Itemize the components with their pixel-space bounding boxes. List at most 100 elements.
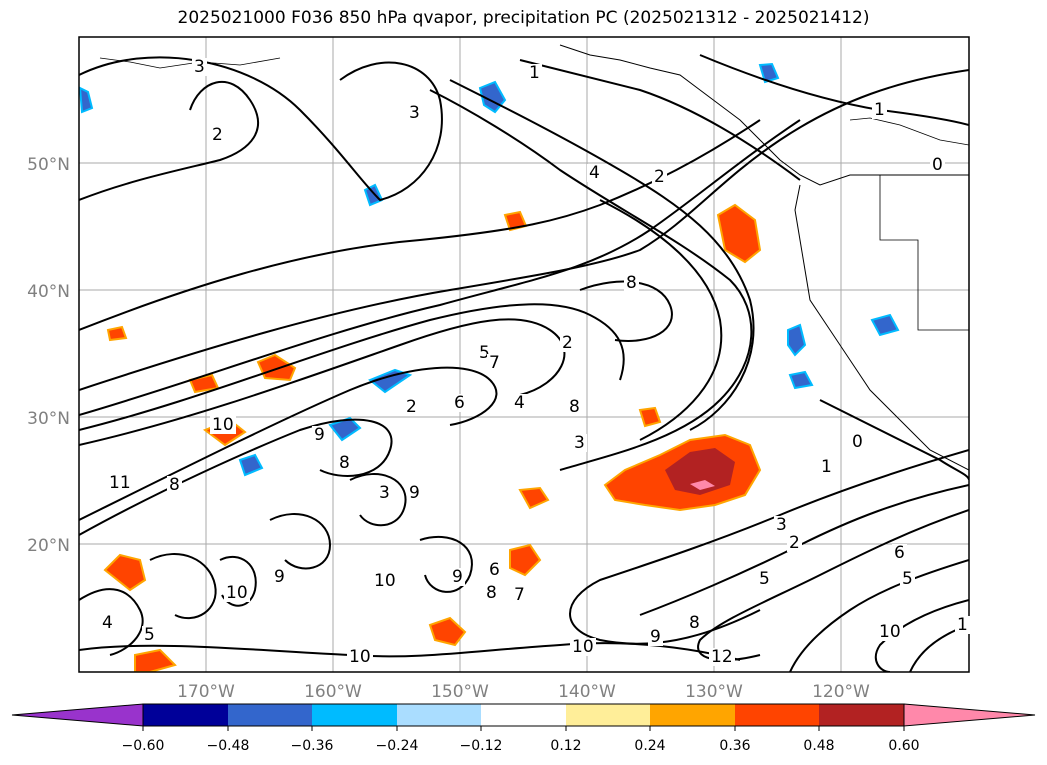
contour-label: 1 [874,100,885,120]
contour-label: 2 [562,333,573,353]
contour-label-bg [372,572,398,590]
contour-label: 6 [489,560,500,580]
contour-label: 10 [374,571,396,591]
colorbar-frame [142,703,905,727]
contour-label-bg [312,426,327,444]
lon-label-170w: 170°W [177,682,235,702]
contour-label-bg [709,648,735,666]
colorbar-label: −0.48 [207,738,250,754]
contour-label: 3 [776,515,787,535]
colorbar-label: 0.12 [550,738,581,754]
lat-label-20n: 20°N [27,536,70,556]
colorbar-segment [735,704,819,726]
contour-label-bg [167,476,182,494]
colorbar-ticks [142,726,905,731]
map-title: 2025021000 F036 850 hPa qvapor, precipit… [177,8,870,28]
colorbar-segment [228,704,312,726]
contour-label-bg [210,126,225,144]
contour-label: 3 [409,103,420,123]
contour-label: 8 [339,453,350,473]
colorbar-extend-left [11,703,144,727]
precip-patch-e1 [638,406,662,428]
contour-label: 10 [572,637,594,657]
colorbar-label: −0.24 [376,738,419,754]
contour-label-bg [774,516,789,534]
precip-patch-neg10 [368,368,413,394]
contour-label: 3 [379,483,390,503]
contour-label: 2 [789,533,800,553]
contour-label-bg [512,586,527,604]
precip-patch-sw2 [134,648,177,672]
colorbar-segment [566,704,650,726]
precip-patch-ne [716,203,762,264]
contour-label: 6 [454,393,465,413]
contour-label: 11 [109,473,131,493]
precip-patch-neg2 [787,323,807,357]
contour-label: 9 [274,567,285,587]
contour-label-bg [404,398,419,416]
contour-label-bg [900,570,915,588]
precip-patch-s2 [509,543,542,577]
colorbar-segment [481,704,566,726]
contour-label: 1 [529,63,540,83]
contour-label-bg [407,104,422,122]
contour-label: 5 [144,625,155,645]
contour-label: 0 [852,432,863,452]
contour-label-bg [107,474,133,492]
contour-label: 5 [902,569,913,589]
colorbar-label: −0.36 [291,738,334,754]
colorbar-segment [312,704,397,726]
contour-label: 2 [654,167,665,187]
contour-label-bg [452,394,467,412]
contour-label: 9 [314,425,325,445]
contour-label-bg [572,434,587,452]
colorbar-extend-right [903,703,1036,727]
precip-patch-s1 [428,616,467,647]
contour-label: 10 [212,415,234,435]
contour-label: 3 [574,433,585,453]
colorbar-label: 0.48 [803,738,834,754]
precip-patch-sw [103,553,147,592]
colorbar-label: 0.24 [634,738,665,754]
precip-patch-neg6 [870,313,900,337]
lat-label-50n: 50°N [27,155,70,175]
contour-label: 8 [169,475,180,495]
contour-label-bg [850,433,865,451]
contour-label: 2 [212,125,223,145]
precip-patch-mid [256,353,297,382]
contour-label-bg [407,484,422,502]
precip-patch-core [665,448,735,495]
gridlines [79,37,969,672]
contour-label: 5 [759,569,770,589]
lon-label-160w: 160°W [304,682,362,702]
contour-label-bg [570,638,596,656]
contour-label: 8 [626,273,637,293]
contour-label: 0 [932,155,943,175]
precip-patch-w2 [106,325,128,342]
precip-patch-neg7 [788,370,814,390]
contour-label-bg [560,334,575,352]
contour-label: 9 [650,627,661,647]
lon-label-140w: 140°W [558,682,616,702]
colorbar-label: 0.36 [719,738,750,754]
contour-label: 8 [569,397,580,417]
contour-label-bg [955,616,970,634]
contour-label-bg [450,568,465,586]
contour-label: 1 [821,457,832,477]
contour-label-bg [687,614,702,632]
precip-patch-neg5 [758,62,780,84]
contour-label-bg [930,156,945,174]
contour-label: 10 [879,622,901,642]
plot-frame [78,36,970,673]
precip-patch-neg9 [238,453,264,477]
contour-label: 9 [452,567,463,587]
contour-label-bg [487,561,502,579]
coastlines [99,44,969,471]
contour-label: 7 [514,585,525,605]
contour-label-bg [224,584,250,602]
contour-label: 4 [514,393,525,413]
contour-label-bg [587,164,602,182]
contour-label-bg [142,626,157,644]
